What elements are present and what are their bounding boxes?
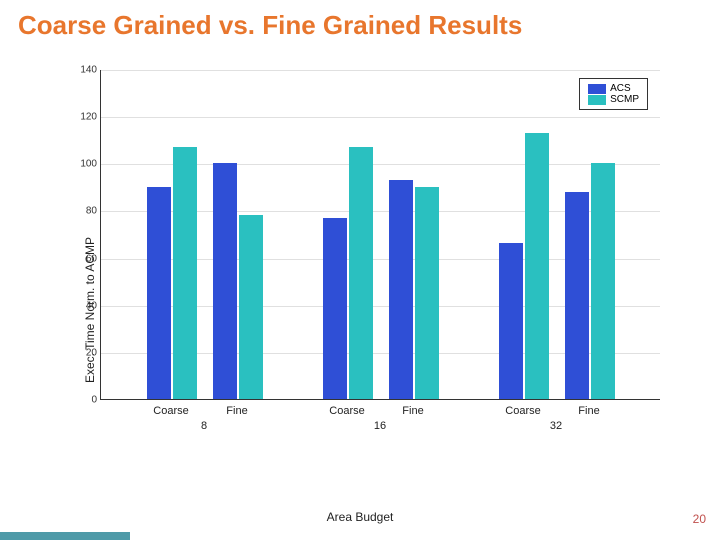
legend-swatch (588, 84, 606, 94)
xtick-label: Fine (578, 405, 599, 417)
legend-label: SCMP (610, 94, 639, 105)
slide-title: Coarse Grained vs. Fine Grained Results (18, 10, 522, 41)
ytick-label: 60 (71, 253, 97, 264)
ytick-label: 80 (71, 206, 97, 217)
area-budget-label: 8 (201, 420, 207, 432)
legend-item: ACS (588, 83, 639, 94)
bar (239, 215, 263, 399)
ytick-label: 120 (71, 112, 97, 123)
ytick-label: 20 (71, 347, 97, 358)
xtick-label: Coarse (329, 405, 364, 417)
xtick-label: Fine (402, 405, 423, 417)
xtick-label: Fine (226, 405, 247, 417)
bar (565, 192, 589, 399)
chart: Exec. Time Norm. to ACMP ACS SCMP 020406… (60, 60, 660, 440)
area-budget-label: 32 (550, 420, 562, 432)
bar (389, 180, 413, 399)
legend-label: ACS (610, 83, 631, 94)
bar (349, 147, 373, 399)
legend-swatch (588, 95, 606, 105)
bar (173, 147, 197, 399)
slide: Coarse Grained vs. Fine Grained Results … (0, 0, 720, 540)
xtick-label: Coarse (505, 405, 540, 417)
legend-item: SCMP (588, 94, 639, 105)
bar (415, 187, 439, 399)
bar (147, 187, 171, 399)
footer-accent-bar (0, 532, 130, 540)
gridline (101, 117, 660, 118)
plot-area: ACS SCMP 020406080100120140 (100, 70, 660, 400)
gridline (101, 70, 660, 71)
bar (323, 218, 347, 400)
ytick-label: 40 (71, 300, 97, 311)
xtick-label: Coarse (153, 405, 188, 417)
area-budget-label: 16 (374, 420, 386, 432)
ytick-label: 100 (71, 159, 97, 170)
bar (499, 243, 523, 399)
ytick-label: 140 (71, 65, 97, 76)
bar (591, 163, 615, 399)
page-number: 20 (693, 512, 706, 526)
bar (213, 163, 237, 399)
x-axis-label: Area Budget (60, 510, 660, 524)
bar (525, 133, 549, 399)
ytick-label: 0 (71, 395, 97, 406)
legend: ACS SCMP (579, 78, 648, 110)
